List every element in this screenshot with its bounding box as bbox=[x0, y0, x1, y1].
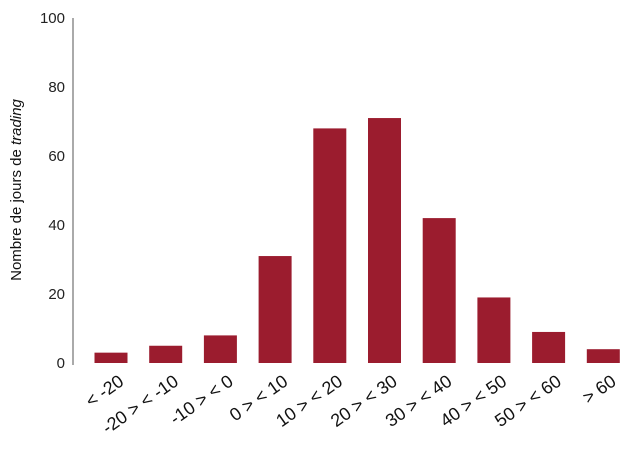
bar bbox=[258, 256, 292, 363]
y-axis-label-emphasis: trading bbox=[8, 98, 25, 145]
bar bbox=[313, 128, 347, 363]
x-tick-label: -10 > < 0 bbox=[166, 371, 237, 429]
bar bbox=[149, 345, 183, 363]
bar bbox=[477, 297, 511, 363]
bar bbox=[368, 118, 401, 363]
y-tick-label: 80 bbox=[48, 79, 65, 96]
y-tick-label: 40 bbox=[48, 217, 65, 234]
bar bbox=[586, 349, 620, 363]
y-tick-label: 60 bbox=[48, 148, 65, 165]
bar bbox=[422, 218, 456, 363]
bar bbox=[203, 335, 237, 363]
y-axis-label-prefix: Nombre de jours de bbox=[8, 145, 25, 281]
y-tick-label: 20 bbox=[48, 286, 65, 303]
bar bbox=[532, 331, 566, 363]
y-axis-label-group: Nombre de jours de trading bbox=[8, 98, 25, 280]
y-axis-label: Nombre de jours de trading bbox=[8, 98, 25, 280]
bar bbox=[94, 352, 128, 363]
y-tick-label: 0 bbox=[57, 355, 65, 372]
y-tick-labels: 0 20 40 60 80 100 bbox=[40, 10, 65, 372]
y-tick-label: 100 bbox=[40, 10, 65, 27]
bars-group bbox=[94, 118, 620, 363]
x-tick-label: > 60 bbox=[579, 371, 620, 408]
